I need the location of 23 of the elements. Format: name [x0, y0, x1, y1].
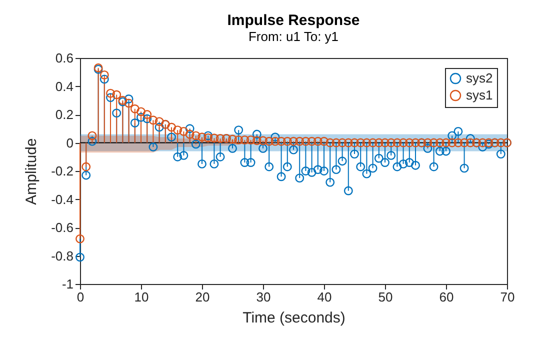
x-tick-label: 10	[134, 290, 149, 304]
legend-label: sys1	[466, 88, 493, 102]
y-tick-label: 0	[66, 135, 74, 150]
y-tick-label: -1	[62, 276, 74, 292]
y-axis-title: Amplitude	[23, 138, 40, 205]
y-tick-label: 0.4	[55, 78, 74, 94]
x-tick-label: 40	[317, 290, 332, 304]
legend-label: sys2	[466, 70, 493, 86]
chart-title: Impulse Response	[227, 12, 360, 29]
y-tick-label: -0.6	[51, 220, 74, 235]
x-axis-title: Time (seconds)	[242, 310, 346, 326]
x-tick-label: 30	[256, 290, 271, 304]
y-tick-label: 0.6	[55, 50, 74, 66]
x-tick-label: 50	[378, 290, 393, 304]
y-tick-label: -0.4	[51, 192, 74, 207]
chart-subtitle: From: u1 To: y1	[248, 29, 339, 44]
y-tick-label: -0.2	[51, 164, 74, 178]
y-tick-label: -0.8	[51, 248, 74, 264]
y-tick-label: 0.2	[55, 107, 74, 122]
x-tick-label: 20	[195, 290, 210, 304]
x-tick-label: 70	[500, 290, 515, 304]
x-tick-label: 0	[76, 290, 84, 304]
x-tick-label: 60	[439, 290, 454, 304]
